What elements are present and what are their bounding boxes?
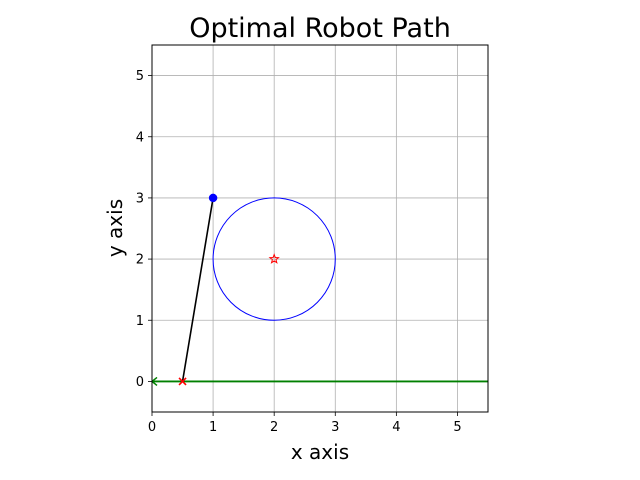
horizontal-line-start-marker xyxy=(152,376,158,387)
x-axis-title: x axis xyxy=(291,440,349,464)
x-tick-label-0: 0 xyxy=(148,420,156,435)
plot-frame xyxy=(151,44,489,413)
goal-star-point xyxy=(268,253,280,264)
waypoint-x-stroke-2 xyxy=(178,377,187,386)
axis-ticks: 0 1 2 3 4 5 0 1 2 3 4 5 xyxy=(136,69,462,435)
x-tick-label-1: 1 xyxy=(209,420,217,435)
path-line xyxy=(181,197,214,382)
plot-data xyxy=(152,193,488,387)
waypoint-x-marker xyxy=(178,377,187,386)
y-tick-label-0: 0 xyxy=(136,375,144,390)
obstacle-circle xyxy=(212,197,336,321)
chart-title: Optimal Robot Path xyxy=(189,13,451,44)
grid-lines xyxy=(151,45,488,412)
y-tick-label-5: 5 xyxy=(136,69,144,84)
x-tick-label-3: 3 xyxy=(331,420,339,435)
y-tick-label-2: 2 xyxy=(136,253,144,268)
y-axis-title: y axis xyxy=(103,199,127,257)
x-tick-label-5: 5 xyxy=(453,420,461,435)
start-point xyxy=(208,193,218,203)
x-tick-label-2: 2 xyxy=(270,420,278,435)
x-tick-label-4: 4 xyxy=(392,420,400,435)
y-tick-label-4: 4 xyxy=(136,130,144,145)
y-tick-label-1: 1 xyxy=(136,314,144,329)
y-tick-label-3: 3 xyxy=(136,191,144,206)
